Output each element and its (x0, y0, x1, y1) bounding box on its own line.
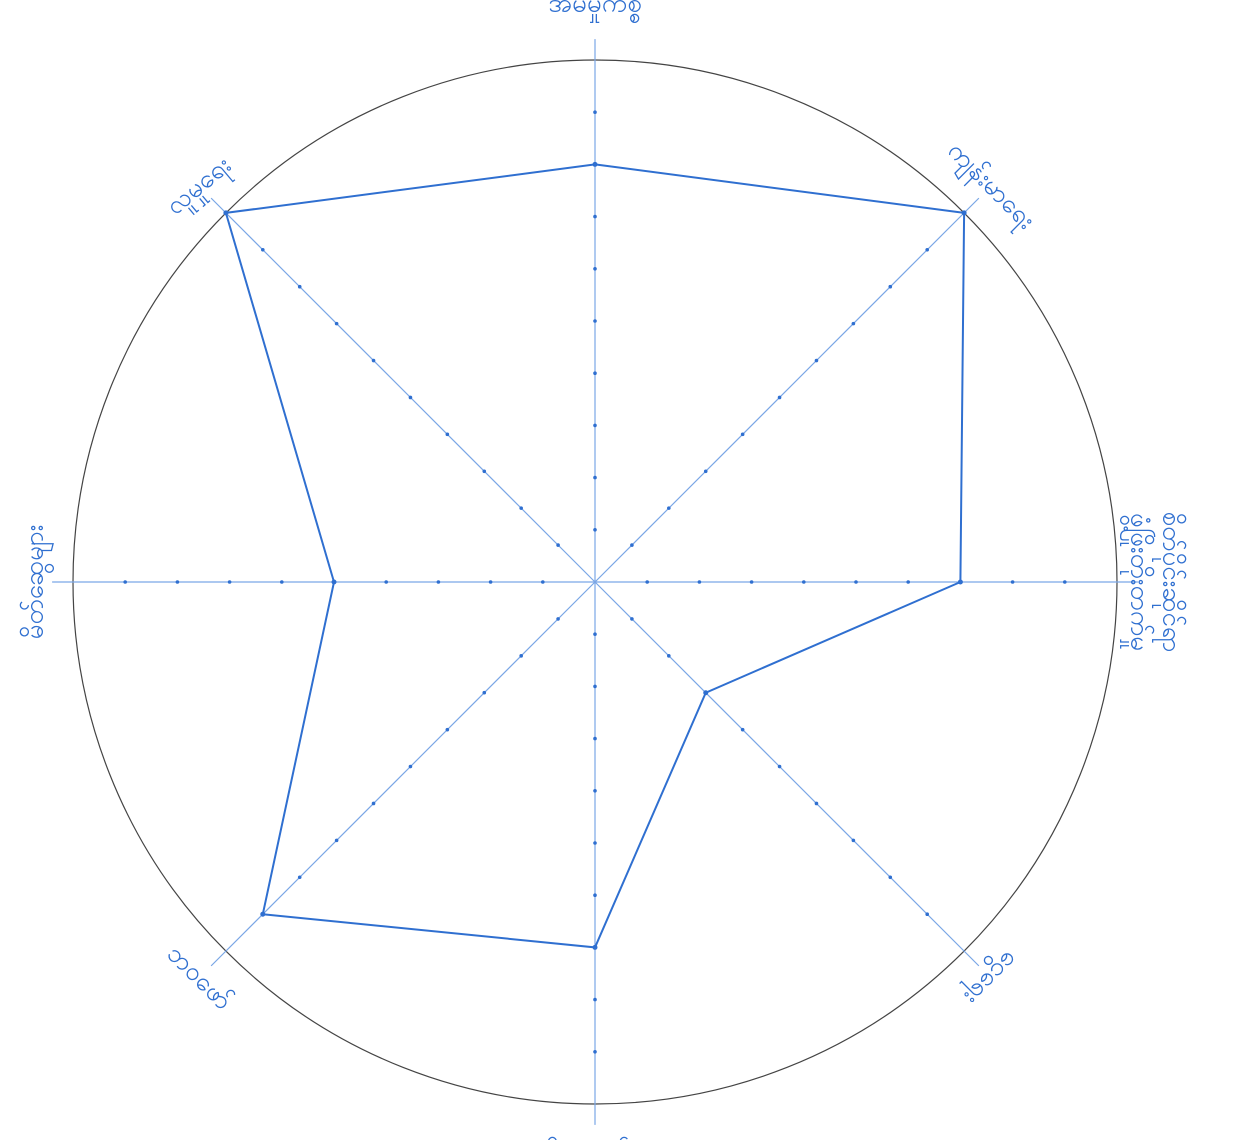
tick-mark (228, 580, 232, 584)
tick-mark (852, 322, 856, 326)
tick-mark (593, 424, 597, 428)
tick-mark (852, 839, 856, 843)
tick-mark (437, 580, 441, 584)
tick-mark (593, 632, 597, 636)
tick-mark (541, 580, 545, 584)
value-point (223, 210, 228, 215)
category-label: လူမှုရေး (160, 150, 240, 225)
tick-mark (925, 912, 929, 916)
tick-mark (854, 580, 858, 584)
tick-mark (593, 841, 597, 845)
axis-line (211, 582, 595, 966)
tick-mark (409, 396, 413, 400)
tick-mark (593, 998, 597, 1002)
value-point (962, 210, 967, 215)
tick-mark (409, 765, 413, 769)
value-point (593, 162, 598, 167)
tick-mark (372, 802, 376, 806)
tick-mark (446, 728, 450, 732)
tick-mark (667, 506, 671, 510)
tick-mark (556, 543, 560, 547)
tick-mark (593, 215, 597, 219)
axis-line (595, 198, 979, 582)
value-point (332, 580, 337, 585)
category-label-group: မိတ်ဆွေများ (19, 525, 55, 640)
tick-mark (815, 359, 819, 363)
tick-mark (888, 875, 892, 879)
tick-mark (630, 617, 634, 621)
tick-mark (593, 1050, 597, 1054)
tick-mark (372, 359, 376, 363)
tick-mark (741, 433, 745, 437)
category-label: မိတ်ဆွေများ (19, 525, 55, 640)
tick-mark (593, 476, 597, 480)
category-label: ဖွံ့ဖြိုးတိုးတက်မှု (1120, 513, 1158, 651)
tick-mark (815, 802, 819, 806)
tick-mark (519, 506, 523, 510)
tick-mark (335, 322, 339, 326)
category-label: ဦးဆောင်မှု (545, 1136, 644, 1140)
tick-mark (482, 469, 486, 473)
tick-mark (519, 654, 523, 658)
tick-mark (593, 319, 597, 323)
tick-mark (667, 654, 671, 658)
tick-mark (888, 285, 892, 289)
tick-mark (906, 580, 910, 584)
tick-mark (593, 685, 597, 689)
axis-line (211, 198, 595, 582)
tick-mark (593, 110, 597, 114)
tick-mark (593, 893, 597, 897)
tick-mark (704, 469, 708, 473)
tick-mark (750, 580, 754, 584)
tick-mark (593, 528, 597, 532)
tick-mark (384, 580, 388, 584)
chart: အိမ်မှုကိစ္စကျန်းမာရေးစိတ်ပိုင်းဆိုင်ရာဖ… (0, 0, 1248, 1140)
axis-line (595, 582, 979, 966)
category-label-group: အိမ်မှုကိစ္စ (548, 0, 642, 24)
tick-mark (778, 396, 782, 400)
tick-mark (482, 691, 486, 695)
tick-mark (593, 737, 597, 741)
tick-mark (1011, 580, 1015, 584)
value-point (703, 690, 708, 695)
tick-mark (593, 371, 597, 375)
category-label: စိတ်ပိုင်းဆိုင်ရာ (1152, 512, 1188, 653)
tick-mark (298, 285, 302, 289)
tick-mark (645, 580, 649, 584)
tick-mark (1063, 580, 1067, 584)
tick-mark (176, 580, 180, 584)
category-label: အိမ်မှုကိစ္စ (548, 0, 642, 24)
tick-mark (123, 580, 127, 584)
tick-mark (698, 580, 702, 584)
tick-mark (630, 543, 634, 547)
tick-mark (280, 580, 284, 584)
value-point (260, 912, 265, 917)
tick-mark (335, 839, 339, 843)
tick-mark (778, 765, 782, 769)
tick-mark (489, 580, 493, 584)
tick-mark (802, 580, 806, 584)
category-label-group: ဦးဆောင်မှု (545, 1136, 644, 1140)
tick-mark (925, 248, 929, 252)
tick-mark (741, 728, 745, 732)
tick-mark (556, 617, 560, 621)
category-label-group: စိတ်ပိုင်းဆိုင်ရာဖွံ့ဖြိုးတိုးတက်မှု (1120, 512, 1188, 653)
category-label-group: လူမှုရေး (160, 150, 240, 225)
tick-mark (261, 248, 265, 252)
value-point (958, 580, 963, 585)
tick-mark (593, 789, 597, 793)
value-point (593, 945, 598, 950)
tick-mark (446, 433, 450, 437)
tick-mark (298, 875, 302, 879)
tick-mark (593, 267, 597, 271)
